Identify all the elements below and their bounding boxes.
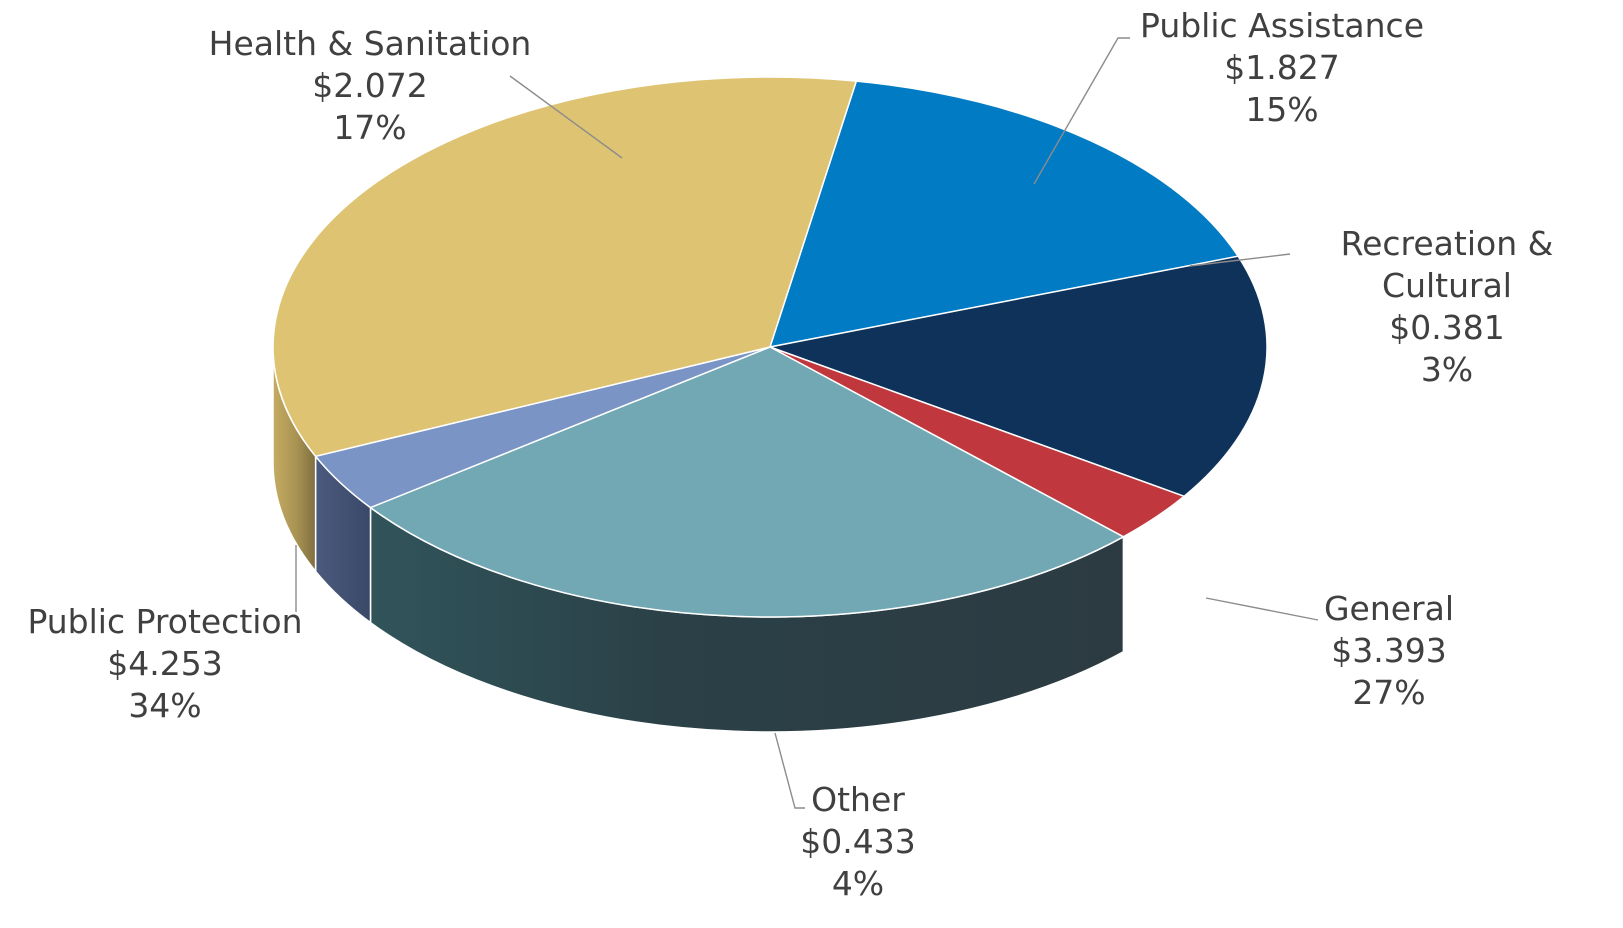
leader-line-general	[1205, 597, 1319, 621]
slice-name-other: Other	[811, 780, 905, 819]
slice-value-recreation: $0.381	[1389, 308, 1504, 347]
data-label-health: Health & Sanitation $2.072 17%	[209, 24, 532, 147]
slice-name-line1-recreation: Recreation &	[1341, 224, 1554, 263]
slice-percent-other: 4%	[832, 864, 884, 903]
slice-health	[769, 80, 1239, 348]
slice-name-assistance: Public Assistance	[1140, 6, 1424, 45]
slice-assistance	[769, 255, 1268, 498]
slice-value-protection: $4.253	[107, 644, 222, 683]
slice-name-health: Health & Sanitation	[209, 24, 532, 63]
data-label-assistance: Public Assistance $1.827 15%	[1140, 6, 1424, 129]
slice-name-general: General	[1324, 589, 1454, 628]
slice-name-protection: Public Protection	[27, 602, 302, 641]
slice-percent-protection: 34%	[128, 686, 201, 725]
slice-value-other: $0.433	[800, 822, 915, 861]
slice-protection	[272, 76, 858, 458]
data-label-protection: Public Protection $4.253 34%	[27, 602, 302, 725]
slice-percent-health: 17%	[333, 108, 406, 147]
slice-value-general: $3.393	[1331, 631, 1446, 670]
leader-line-other	[774, 732, 805, 809]
data-label-general: General $3.393 27%	[1324, 589, 1454, 712]
slice-percent-general: 27%	[1352, 673, 1425, 712]
slice-percent-assistance: 15%	[1245, 90, 1318, 129]
leader-line-health	[509, 75, 623, 159]
data-label-recreation: Recreation & Cultural $0.381 3%	[1341, 224, 1554, 389]
data-label-other: Other $0.433 4%	[800, 780, 915, 903]
leader-line-recreation	[1189, 253, 1291, 267]
slice-value-assistance: $1.827	[1224, 48, 1339, 87]
slice-value-health: $2.072	[312, 66, 427, 105]
slice-percent-recreation: 3%	[1421, 350, 1473, 389]
slice-name-line2-recreation: Cultural	[1382, 266, 1512, 305]
leader-line-assistance	[1033, 37, 1130, 185]
slice-general	[369, 346, 1125, 618]
